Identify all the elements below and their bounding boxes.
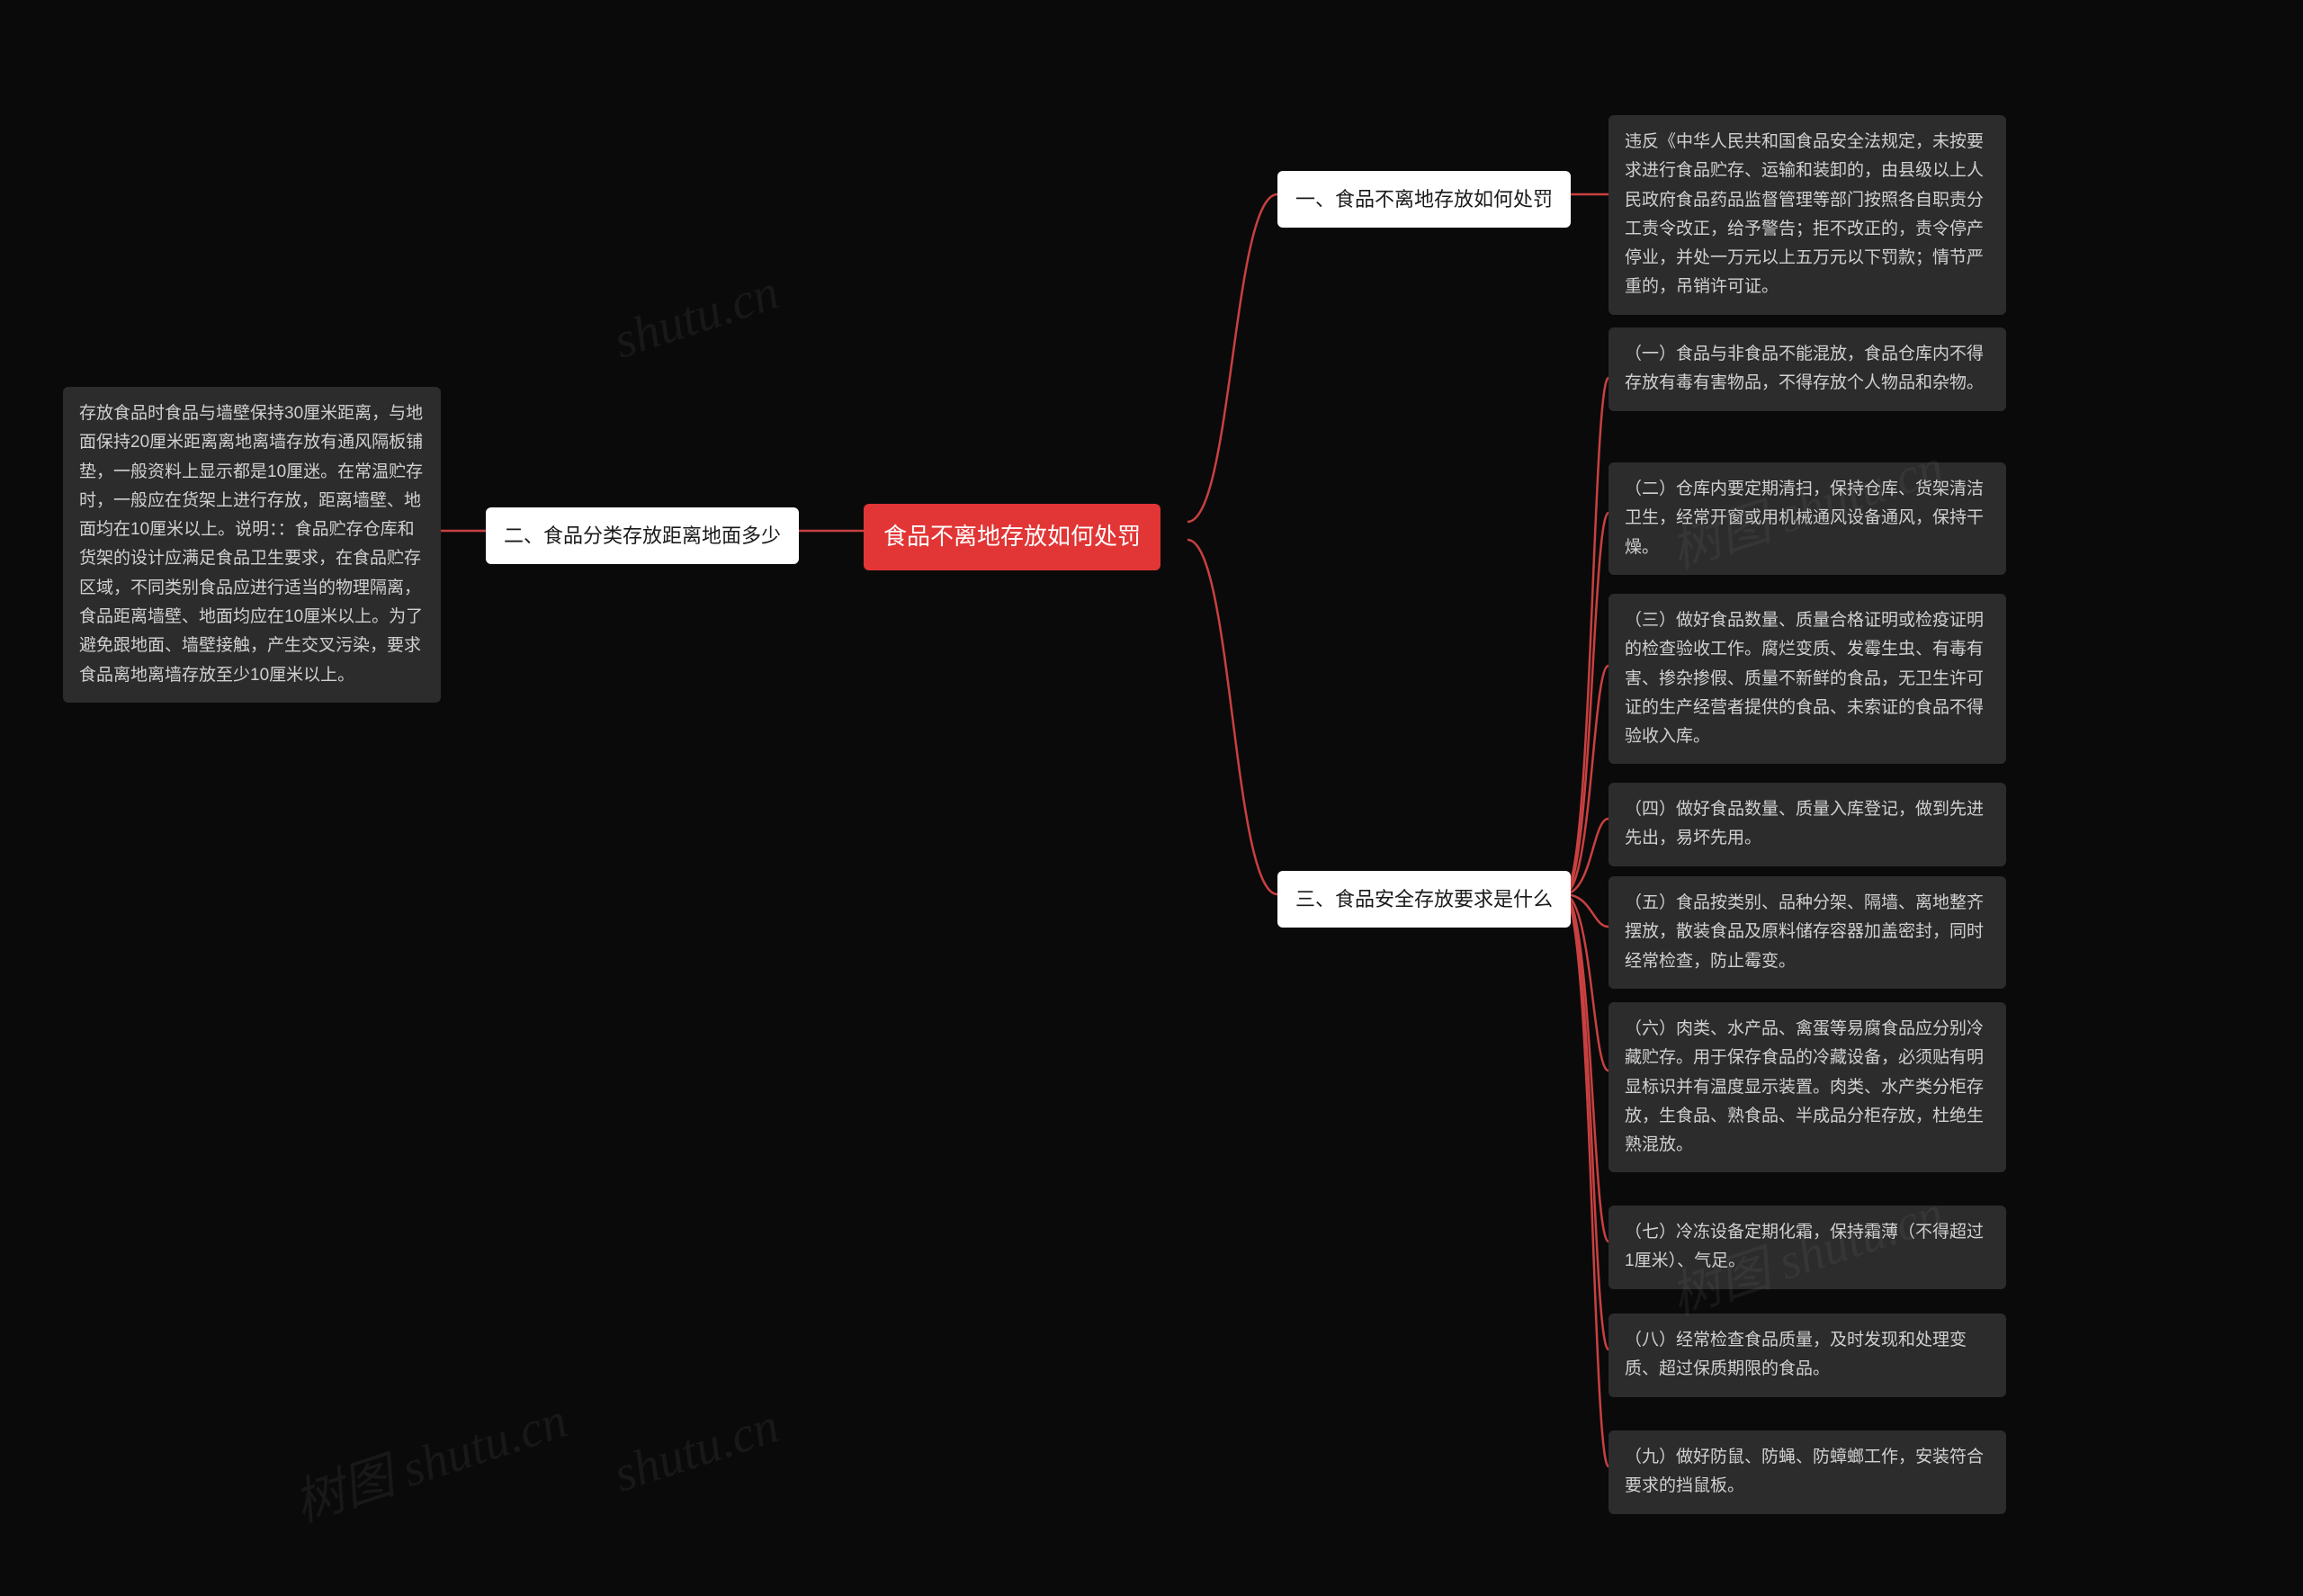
leaf-section3-item-3: （三）做好食品数量、质量合格证明或检疫证明的检查验收工作。腐烂变质、发霉生虫、有… — [1609, 594, 2006, 764]
leaf-section3-item-2: （二）仓库内要定期清扫，保持仓库、货架清洁卫生，经常开窗或用机械通风设备通风，保… — [1609, 462, 2006, 575]
leaf-section3-item-1: （一）食品与非食品不能混放，食品仓库内不得存放有毒有害物品，不得存放个人物品和杂… — [1609, 327, 2006, 411]
branch-section-3[interactable]: 三、食品安全存放要求是什么 — [1277, 871, 1571, 928]
leaf-section3-item-6: （六）肉类、水产品、禽蛋等易腐食品应分别冷藏贮存。用于保存食品的冷藏设备，必须贴… — [1609, 1002, 2006, 1172]
watermark: shutu.cn — [607, 263, 786, 370]
branch-section-2[interactable]: 二、食品分类存放距离地面多少 — [486, 507, 799, 564]
leaf-section2-content: 存放食品时食品与墙壁保持30厘米距离，与地面保持20厘米距离离地离墙存放有通风隔… — [63, 387, 441, 703]
branch-section-1[interactable]: 一、食品不离地存放如何处罚 — [1277, 171, 1571, 228]
leaf-section3-item-9: （九）做好防鼠、防蝇、防蟑螂工作，安装符合要求的挡鼠板。 — [1609, 1430, 2006, 1514]
leaf-section3-item-8: （八）经常检查食品质量，及时发现和处理变质、超过保质期限的食品。 — [1609, 1314, 2006, 1397]
center-node[interactable]: 食品不离地存放如何处罚 — [864, 504, 1160, 570]
watermark: 树图 shutu.cn — [283, 1379, 575, 1536]
leaf-section1-content: 违反《中华人民共和国食品安全法规定，未按要求进行食品贮存、运输和装卸的，由县级以… — [1609, 115, 2006, 315]
leaf-section3-item-7: （七）冷冻设备定期化霜，保持霜薄（不得超过1厘米）、气足。 — [1609, 1206, 2006, 1289]
watermark: shutu.cn — [607, 1396, 786, 1503]
leaf-section3-item-5: （五）食品按类别、品种分架、隔墙、离地整齐摆放，散装食品及原料储存容器加盖密封，… — [1609, 876, 2006, 989]
leaf-section3-item-4: （四）做好食品数量、质量入库登记，做到先进先出，易坏先用。 — [1609, 783, 2006, 866]
